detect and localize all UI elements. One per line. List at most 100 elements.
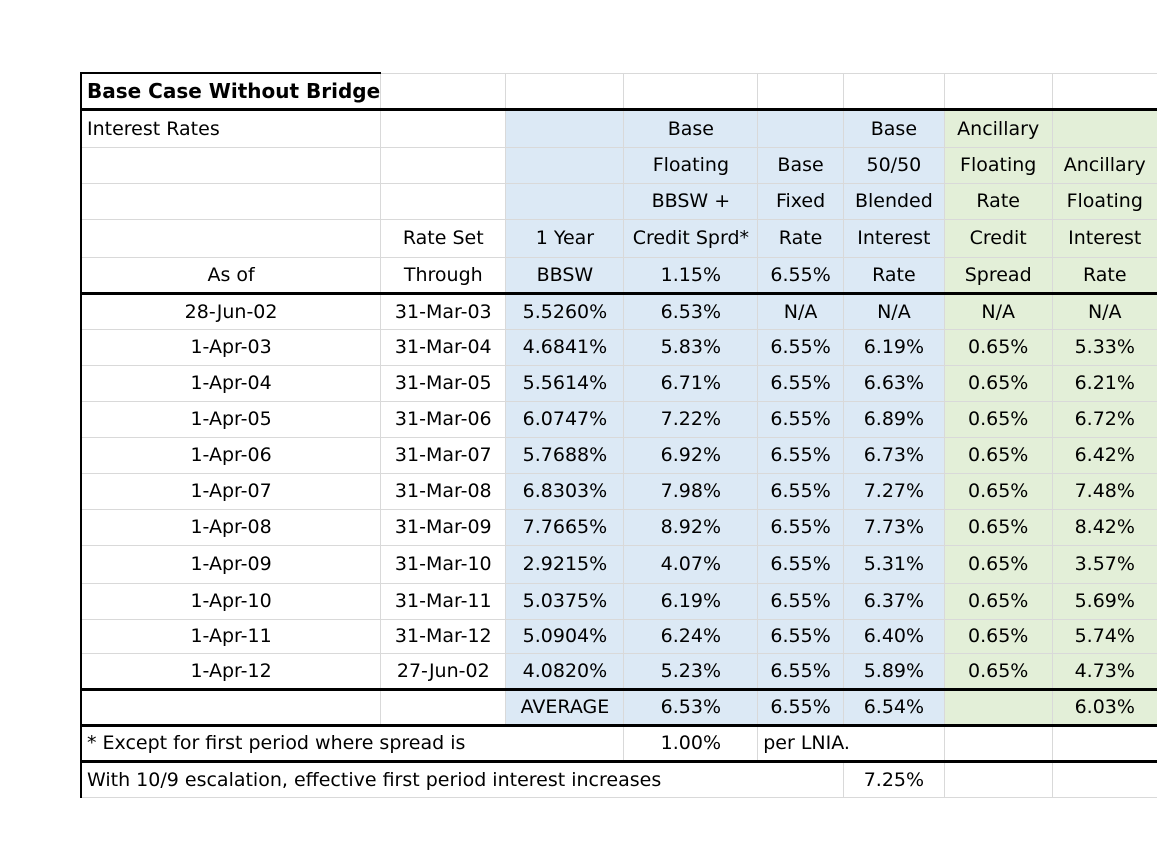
header-cell[interactable]: 1 Year bbox=[505, 218, 625, 258]
blended-cell[interactable]: 6.63% bbox=[842, 364, 945, 402]
ancillary-rate-cell[interactable]: 4.73% bbox=[1051, 652, 1157, 691]
as-of-cell[interactable]: 1-Apr-05 bbox=[80, 400, 382, 438]
header-cell[interactable]: Credit bbox=[943, 218, 1053, 258]
empty-cell[interactable] bbox=[943, 724, 1053, 763]
floating-cell[interactable]: 6.24% bbox=[623, 618, 759, 654]
header-cell[interactable]: Rate bbox=[1051, 256, 1157, 295]
header-cell[interactable]: Base bbox=[623, 108, 759, 148]
empty-cell[interactable] bbox=[380, 182, 507, 220]
as-of-cell[interactable]: 28-Jun-02 bbox=[80, 292, 382, 330]
header-cell[interactable]: Base bbox=[757, 146, 844, 184]
floating-cell[interactable]: 5.23% bbox=[623, 652, 759, 691]
floating-cell[interactable]: 6.53% bbox=[623, 292, 759, 330]
bbsw-cell[interactable]: 6.8303% bbox=[505, 472, 625, 510]
ancillary-spread-cell[interactable]: 0.65% bbox=[943, 508, 1053, 546]
empty-cell[interactable] bbox=[380, 72, 507, 111]
fixed-cell[interactable]: 6.55% bbox=[757, 364, 844, 402]
header-cell[interactable]: 6.55% bbox=[757, 256, 844, 295]
ancillary-spread-cell[interactable]: 0.65% bbox=[943, 544, 1053, 584]
fixed-cell[interactable]: 6.55% bbox=[757, 508, 844, 546]
header-cell[interactable]: BBSW + bbox=[623, 182, 759, 220]
blended-cell[interactable]: 7.73% bbox=[842, 508, 945, 546]
ancillary-rate-cell[interactable]: 6.42% bbox=[1051, 436, 1157, 474]
through-cell[interactable]: 31-Mar-08 bbox=[380, 472, 507, 510]
bbsw-cell[interactable]: 5.0375% bbox=[505, 582, 625, 620]
floating-cell[interactable]: 5.83% bbox=[623, 328, 759, 366]
header-cell[interactable] bbox=[505, 182, 625, 220]
floating-cell[interactable]: 6.19% bbox=[623, 582, 759, 620]
ancillary-spread-cell[interactable]: 0.65% bbox=[943, 328, 1053, 366]
ancillary-rate-cell[interactable]: 6.72% bbox=[1051, 400, 1157, 438]
floating-cell[interactable]: 4.07% bbox=[623, 544, 759, 584]
bbsw-cell[interactable]: 6.0747% bbox=[505, 400, 625, 438]
average-floating-cell[interactable]: 6.53% bbox=[623, 688, 759, 727]
footnote-suffix[interactable]: per LNIA. bbox=[757, 724, 945, 763]
through-cell[interactable]: 31-Mar-07 bbox=[380, 436, 507, 474]
header-cell[interactable]: Floating bbox=[1051, 182, 1157, 220]
as-of-cell[interactable]: 1-Apr-09 bbox=[80, 544, 382, 584]
header-cell[interactable]: 1.15% bbox=[623, 256, 759, 295]
as-of-cell[interactable]: 1-Apr-07 bbox=[80, 472, 382, 510]
empty-cell[interactable] bbox=[380, 146, 507, 184]
ancillary-spread-cell[interactable]: 0.65% bbox=[943, 652, 1053, 691]
floating-cell[interactable]: 7.22% bbox=[623, 400, 759, 438]
average-ancillary-rate-cell[interactable]: 6.03% bbox=[1051, 688, 1157, 727]
header-cell[interactable]: BBSW bbox=[505, 256, 625, 295]
header-cell[interactable] bbox=[1051, 108, 1157, 148]
through-cell[interactable]: 31-Mar-06 bbox=[380, 400, 507, 438]
bbsw-cell[interactable]: 5.5614% bbox=[505, 364, 625, 402]
header-cell[interactable]: Ancillary bbox=[1051, 146, 1157, 184]
header-cell[interactable] bbox=[757, 108, 844, 148]
header-cell[interactable]: Blended bbox=[842, 182, 945, 220]
fixed-cell[interactable]: 6.55% bbox=[757, 618, 844, 654]
header-cell[interactable]: Base bbox=[842, 108, 945, 148]
fixed-cell[interactable]: 6.55% bbox=[757, 436, 844, 474]
header-cell[interactable]: Spread bbox=[943, 256, 1053, 295]
ancillary-rate-cell[interactable]: 6.21% bbox=[1051, 364, 1157, 402]
blended-cell[interactable]: 6.40% bbox=[842, 618, 945, 654]
header-cell[interactable]: Floating bbox=[623, 146, 759, 184]
as-of-cell[interactable]: 1-Apr-11 bbox=[80, 618, 382, 654]
blended-cell[interactable]: 7.27% bbox=[842, 472, 945, 510]
ancillary-rate-cell[interactable]: 5.69% bbox=[1051, 582, 1157, 620]
through-cell[interactable]: 31-Mar-10 bbox=[380, 544, 507, 584]
fixed-cell[interactable]: 6.55% bbox=[757, 400, 844, 438]
header-cell[interactable]: As of bbox=[80, 256, 382, 295]
empty-cell[interactable] bbox=[842, 72, 945, 111]
through-cell[interactable]: 31-Mar-05 bbox=[380, 364, 507, 402]
fixed-cell[interactable]: 6.55% bbox=[757, 472, 844, 510]
ancillary-spread-cell[interactable]: 0.65% bbox=[943, 618, 1053, 654]
fixed-cell[interactable]: 6.55% bbox=[757, 652, 844, 691]
as-of-cell[interactable]: 1-Apr-08 bbox=[80, 508, 382, 546]
empty-cell[interactable] bbox=[1051, 760, 1157, 798]
empty-cell[interactable] bbox=[757, 72, 844, 111]
escalation-value[interactable]: 7.25% bbox=[842, 760, 945, 798]
ancillary-rate-cell[interactable]: 3.57% bbox=[1051, 544, 1157, 584]
bbsw-cell[interactable]: 4.6841% bbox=[505, 328, 625, 366]
ancillary-rate-cell[interactable]: 5.74% bbox=[1051, 618, 1157, 654]
blended-cell[interactable]: 6.19% bbox=[842, 328, 945, 366]
as-of-cell[interactable]: 1-Apr-12 bbox=[80, 652, 382, 691]
section-label[interactable]: Interest Rates bbox=[80, 108, 382, 148]
footnote-value[interactable]: 1.00% bbox=[623, 724, 759, 763]
empty-cell[interactable] bbox=[505, 72, 625, 111]
average-label[interactable]: AVERAGE bbox=[505, 688, 625, 727]
through-cell[interactable]: 31-Mar-03 bbox=[380, 292, 507, 330]
bbsw-cell[interactable]: 7.7665% bbox=[505, 508, 625, 546]
bbsw-cell[interactable]: 4.0820% bbox=[505, 652, 625, 691]
ancillary-rate-cell[interactable]: N/A bbox=[1051, 292, 1157, 330]
bbsw-cell[interactable]: 5.7688% bbox=[505, 436, 625, 474]
header-cell[interactable]: Floating bbox=[943, 146, 1053, 184]
header-cell[interactable]: Rate bbox=[757, 218, 844, 258]
empty-cell[interactable] bbox=[80, 218, 382, 258]
bbsw-cell[interactable]: 5.5260% bbox=[505, 292, 625, 330]
ancillary-spread-cell[interactable]: 0.65% bbox=[943, 400, 1053, 438]
escalation-text[interactable]: With 10/9 escalation, effective first pe… bbox=[79, 760, 844, 798]
header-cell[interactable]: Fixed bbox=[757, 182, 844, 220]
ancillary-spread-cell[interactable]: N/A bbox=[943, 292, 1053, 330]
average-fixed-cell[interactable]: 6.55% bbox=[757, 688, 844, 727]
empty-cell[interactable] bbox=[1051, 72, 1157, 111]
floating-cell[interactable]: 6.92% bbox=[623, 436, 759, 474]
empty-cell[interactable] bbox=[623, 72, 759, 111]
empty-cell[interactable] bbox=[380, 108, 507, 148]
